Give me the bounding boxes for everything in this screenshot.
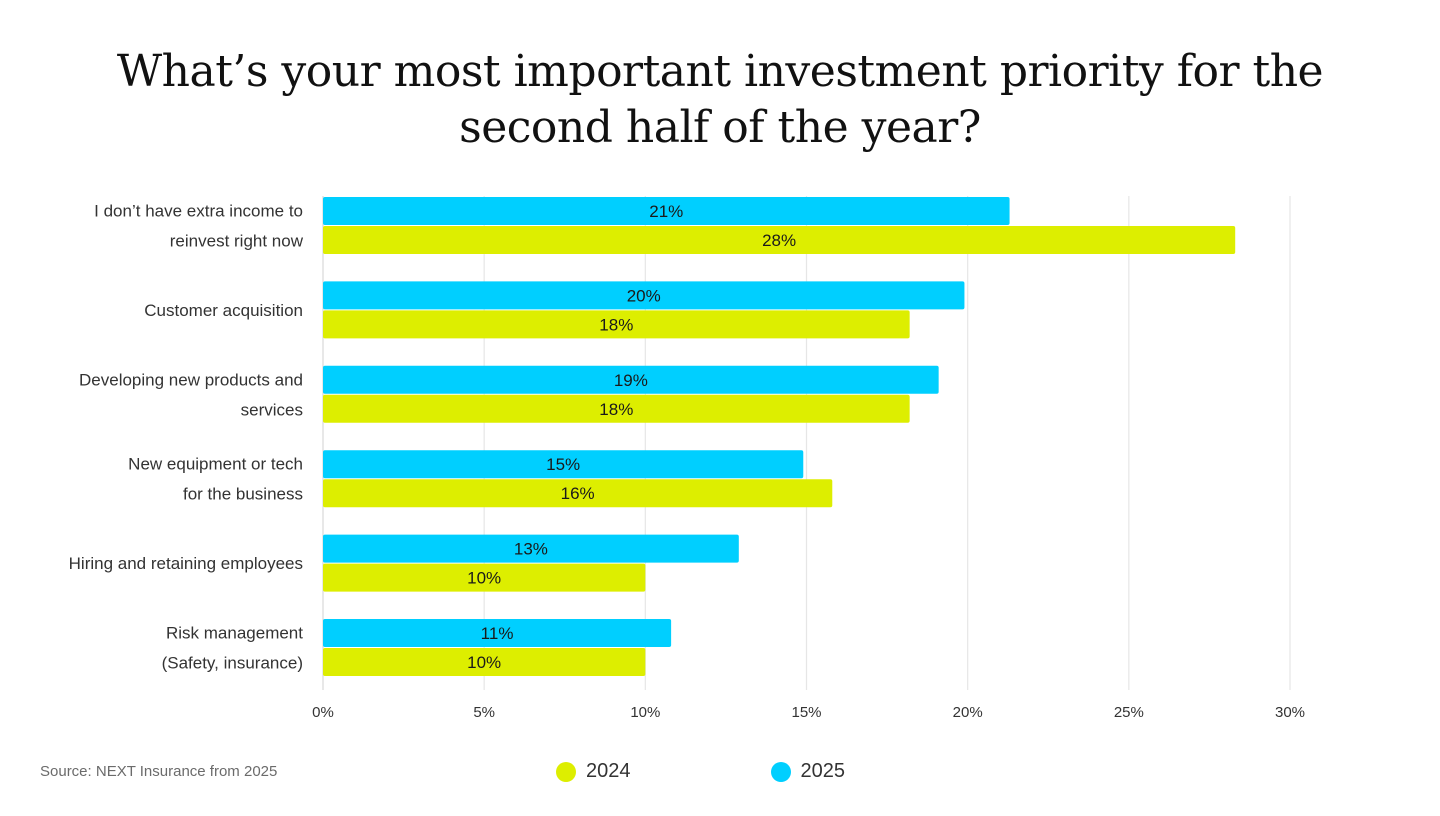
bar-2025-1 xyxy=(323,281,965,310)
data-label-2024-2: 18% xyxy=(599,400,633,419)
source-note: Source: NEXT Insurance from 2025 xyxy=(40,763,278,780)
legend-item-2024: 2024 xyxy=(556,760,631,783)
bar-2024-4 xyxy=(323,563,646,592)
category-label: New equipment or tech xyxy=(128,455,303,474)
data-label-2024-0: 28% xyxy=(762,231,796,250)
x-tick-label: 20% xyxy=(953,704,983,721)
category-labels: I don’t have extra income to reinvest rig… xyxy=(69,202,304,673)
data-label-2025-1: 20% xyxy=(627,286,661,305)
data-label-2025-5: 11% xyxy=(481,624,514,643)
x-tick-label: 10% xyxy=(630,704,660,721)
bar-2024-1 xyxy=(323,310,910,339)
bar-2024-0 xyxy=(323,226,1236,254)
grid-layer xyxy=(322,196,1291,690)
data-label-2025-2: 19% xyxy=(614,371,648,390)
label-layer: 21% 28% 20% 18% 19% 18% 15% 16% 13% 10% 11% 10% xyxy=(467,202,796,672)
category-label: Customer acquisition xyxy=(144,301,303,320)
category-label: I don’t have extra income to xyxy=(94,202,303,221)
x-tick-label: 5% xyxy=(473,704,495,721)
legend-swatch-2024 xyxy=(556,761,576,782)
bar-2024-3 xyxy=(323,479,833,508)
bar-2025-4 xyxy=(323,534,739,563)
legend-label-2024: 2024 xyxy=(586,760,631,782)
category-label: Developing new products and xyxy=(79,370,303,389)
x-axis-ticks: 0% 5% 10% 15% 20% 25% 30% xyxy=(312,704,1305,721)
bar-2024-2 xyxy=(323,394,910,423)
category-label: for the business xyxy=(183,485,303,504)
bar-2025-3 xyxy=(323,450,804,479)
x-tick-label: 0% xyxy=(312,704,334,721)
data-label-2025-4: 13% xyxy=(514,540,548,559)
category-label: services xyxy=(241,400,303,419)
data-label-2025-3: 15% xyxy=(546,455,580,474)
data-label-2024-1: 18% xyxy=(599,315,633,334)
data-label-2025-0: 21% xyxy=(649,202,683,221)
legend-swatch-2025 xyxy=(770,761,791,782)
x-tick-label: 30% xyxy=(1275,704,1305,721)
data-label-2024-3: 16% xyxy=(561,484,595,503)
x-tick-label: 15% xyxy=(791,704,821,721)
bar-layer xyxy=(323,197,1236,676)
category-label: Risk management xyxy=(166,624,303,643)
bar-2025-0 xyxy=(323,197,1010,225)
category-label: Hiring and retaining employees xyxy=(69,554,303,573)
bar-2025-5 xyxy=(323,619,672,647)
legend-item-2025: 2025 xyxy=(770,760,846,783)
legend: 2024 2025 xyxy=(556,760,985,783)
legend-label-2025: 2025 xyxy=(800,760,846,782)
data-label-2024-4: 10% xyxy=(467,569,501,588)
bar-2025-2 xyxy=(323,365,939,394)
chart-title: What’s your most important investment pr… xyxy=(116,46,1324,153)
data-label-2024-5: 10% xyxy=(467,653,501,672)
x-tick-label: 25% xyxy=(1114,704,1144,721)
category-label: reinvest right now xyxy=(170,232,304,251)
category-label: (Safety, insurance) xyxy=(162,654,303,673)
bar-2024-5 xyxy=(323,648,646,676)
